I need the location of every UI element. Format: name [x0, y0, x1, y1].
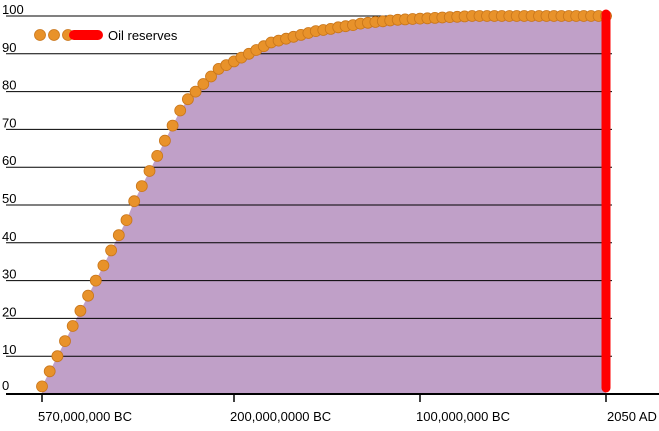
x-tick-label: 2050 AD — [607, 409, 657, 424]
data-point — [143, 165, 156, 177]
data-point — [128, 195, 141, 208]
data-point — [151, 149, 164, 162]
x-tick-labels: 570,000,000 BC 200,000,0000 BC 100,000,000… — [38, 409, 657, 424]
data-point — [105, 244, 117, 257]
y-tick-labels: 0 10 20 30 40 50 60 70 80 90 100 — [2, 2, 24, 393]
data-point — [97, 259, 110, 272]
data-point — [74, 304, 87, 317]
data-point — [120, 214, 133, 227]
data-point — [59, 335, 71, 348]
data-point — [82, 289, 94, 302]
y-tick-label: 0 — [2, 378, 9, 393]
y-tick-label: 40 — [2, 229, 16, 244]
data-point — [51, 350, 64, 363]
data-point — [135, 180, 148, 193]
data-point — [66, 320, 79, 332]
y-tick-label: 50 — [2, 191, 16, 206]
data-point — [112, 229, 125, 242]
data-point — [158, 134, 171, 147]
data-point — [197, 78, 210, 90]
y-tick-label: 80 — [2, 78, 16, 93]
data-point — [166, 119, 179, 132]
x-axis — [6, 393, 659, 402]
x-tick-label: 570,000,000 BC — [38, 409, 132, 424]
data-point — [189, 85, 202, 98]
y-tick-label: 70 — [2, 115, 16, 130]
legend-dot — [48, 29, 60, 41]
legend-dot — [34, 29, 46, 41]
y-tick-label: 10 — [2, 342, 16, 357]
legend-label: Oil reserves — [108, 28, 178, 43]
x-tick-label: 200,000,0000 BC — [230, 409, 331, 424]
y-tick-label: 20 — [2, 304, 16, 319]
legend: Oil reserves — [34, 28, 178, 43]
data-point — [174, 104, 187, 117]
legend-dot-swatch — [34, 29, 74, 41]
data-point — [205, 70, 217, 83]
data-points — [36, 10, 612, 393]
data-point — [89, 274, 102, 287]
y-tick-label: 100 — [2, 2, 24, 17]
y-tick-label: 60 — [2, 153, 16, 168]
data-point — [36, 380, 48, 393]
y-tick-label: 30 — [2, 267, 16, 282]
data-point — [43, 365, 56, 378]
x-tick-label: 100,000,000 BC — [416, 409, 510, 424]
y-tick-label: 90 — [2, 40, 16, 55]
grid-lines — [6, 15, 612, 357]
data-point — [181, 93, 194, 106]
